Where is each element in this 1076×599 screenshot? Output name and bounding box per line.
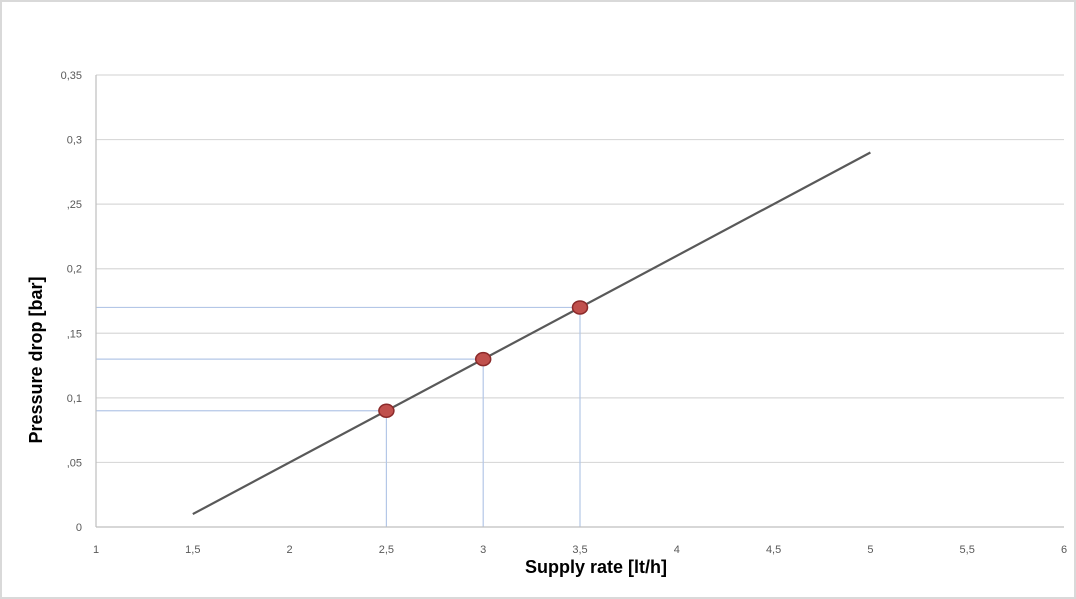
- x-tick-label: 3,5: [572, 544, 587, 556]
- axes: [95, 75, 1064, 528]
- x-tick-label: 2,5: [379, 544, 394, 556]
- x-tick-label: 6: [1061, 544, 1067, 556]
- x-tick-label: 4,5: [766, 544, 781, 556]
- y-tick-label: 0: [76, 522, 82, 534]
- y-axis-title: Pressure drop [bar]: [26, 276, 46, 443]
- series: [192, 151, 871, 516]
- y-tick-label: ,15: [67, 328, 82, 340]
- x-tick-label: 1: [93, 544, 99, 556]
- x-tick-label: 5: [867, 544, 873, 556]
- data-point-1: [474, 351, 492, 367]
- x-tick-label: 4: [674, 544, 680, 556]
- x-tick-labels: 1 1,5 2 2,5 3 3,5 4 4,5 5 5,5 6: [93, 544, 1067, 556]
- data-point-2: [571, 300, 589, 315]
- y-tick-label: ,05: [67, 457, 82, 469]
- y-tick-labels: 0 ,05 0,1 ,15 0,2 ,25 0,3 0,35: [61, 70, 82, 534]
- series-line-0: [192, 151, 871, 516]
- y-tick-label: 0,1: [67, 393, 82, 405]
- x-tick-label: 3: [480, 544, 486, 556]
- x-tick-label: 1,5: [185, 544, 200, 556]
- y-tick-label: 0,2: [67, 264, 82, 276]
- y-tick-label: 0,3: [67, 135, 82, 147]
- y-tick-label: ,25: [67, 199, 82, 211]
- data-markers: [378, 300, 589, 419]
- x-axis-title: Supply rate [lt/h]: [525, 557, 667, 577]
- reference-lines: [96, 306, 581, 527]
- y-tick-label: 0,35: [61, 70, 82, 82]
- x-tick-label: 5,5: [960, 544, 975, 556]
- x-tick-label: 2: [287, 544, 293, 556]
- data-point-0: [378, 403, 395, 419]
